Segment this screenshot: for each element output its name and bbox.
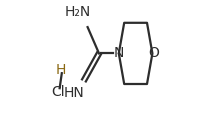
Text: H: H	[56, 63, 66, 77]
Text: H₂N: H₂N	[64, 5, 91, 19]
Text: Cl: Cl	[52, 85, 65, 99]
Text: O: O	[149, 46, 159, 60]
Text: HN: HN	[63, 86, 84, 100]
Text: N: N	[114, 46, 124, 60]
